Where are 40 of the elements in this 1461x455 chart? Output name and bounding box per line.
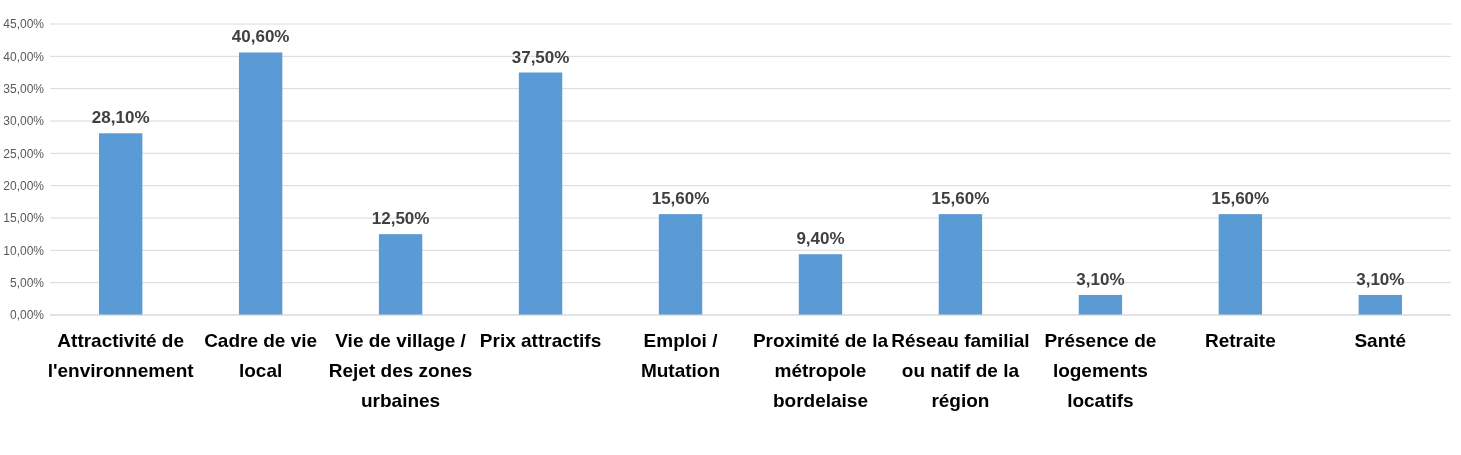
y-tick-label: 35,00%: [3, 81, 45, 96]
x-tick-label: Réseau familial ou natif de la région: [891, 330, 1030, 411]
x-tick-label: Vie de village / Rejet des zones urbaines: [328, 330, 473, 411]
x-tick-label: Santé: [1354, 330, 1407, 351]
bar: [518, 72, 563, 315]
bar: [938, 214, 983, 315]
y-tick-label: 40,00%: [3, 49, 45, 64]
bar: [1078, 294, 1123, 315]
data-label: 28,10%: [91, 108, 150, 128]
y-tick-label: 45,00%: [3, 17, 45, 32]
bar: [378, 234, 423, 315]
x-tick-label: Emploi / Mutation: [640, 330, 721, 381]
bar: [1358, 294, 1403, 315]
data-label: 15,60%: [1211, 189, 1270, 209]
bar: [1218, 214, 1263, 315]
y-tick-label: 10,00%: [3, 243, 45, 258]
x-tick-label: Cadre de vie local: [204, 330, 318, 381]
data-label: 3,10%: [1076, 269, 1125, 289]
y-tick-label: 5,00%: [9, 275, 45, 290]
x-tick-label: Proximité de la métropole bordelaise: [752, 330, 889, 411]
data-label: 37,50%: [511, 47, 570, 67]
y-tick-label: 25,00%: [3, 146, 45, 161]
x-tick-label: Retraite: [1204, 330, 1276, 351]
bar: [98, 133, 143, 315]
bar: [238, 52, 283, 315]
x-tick-label: Prix attractifs: [479, 330, 602, 351]
data-label: 40,60%: [231, 27, 290, 47]
data-label: 9,40%: [796, 229, 845, 249]
data-label: 3,10%: [1356, 269, 1405, 289]
y-tick-label: 15,00%: [3, 211, 45, 226]
data-label: 15,60%: [651, 189, 710, 209]
bar: [798, 254, 843, 315]
data-label: 15,60%: [931, 189, 990, 209]
bar: [658, 214, 703, 315]
data-label: 12,50%: [371, 209, 430, 229]
y-tick-label: 20,00%: [3, 178, 45, 193]
x-tick-label: Attractivité de l'environnement: [47, 330, 195, 381]
x-tick-label: Présence de logements locatifs: [1044, 330, 1157, 411]
y-tick-label: 30,00%: [3, 114, 45, 129]
y-tick-label: 0,00%: [9, 308, 45, 323]
